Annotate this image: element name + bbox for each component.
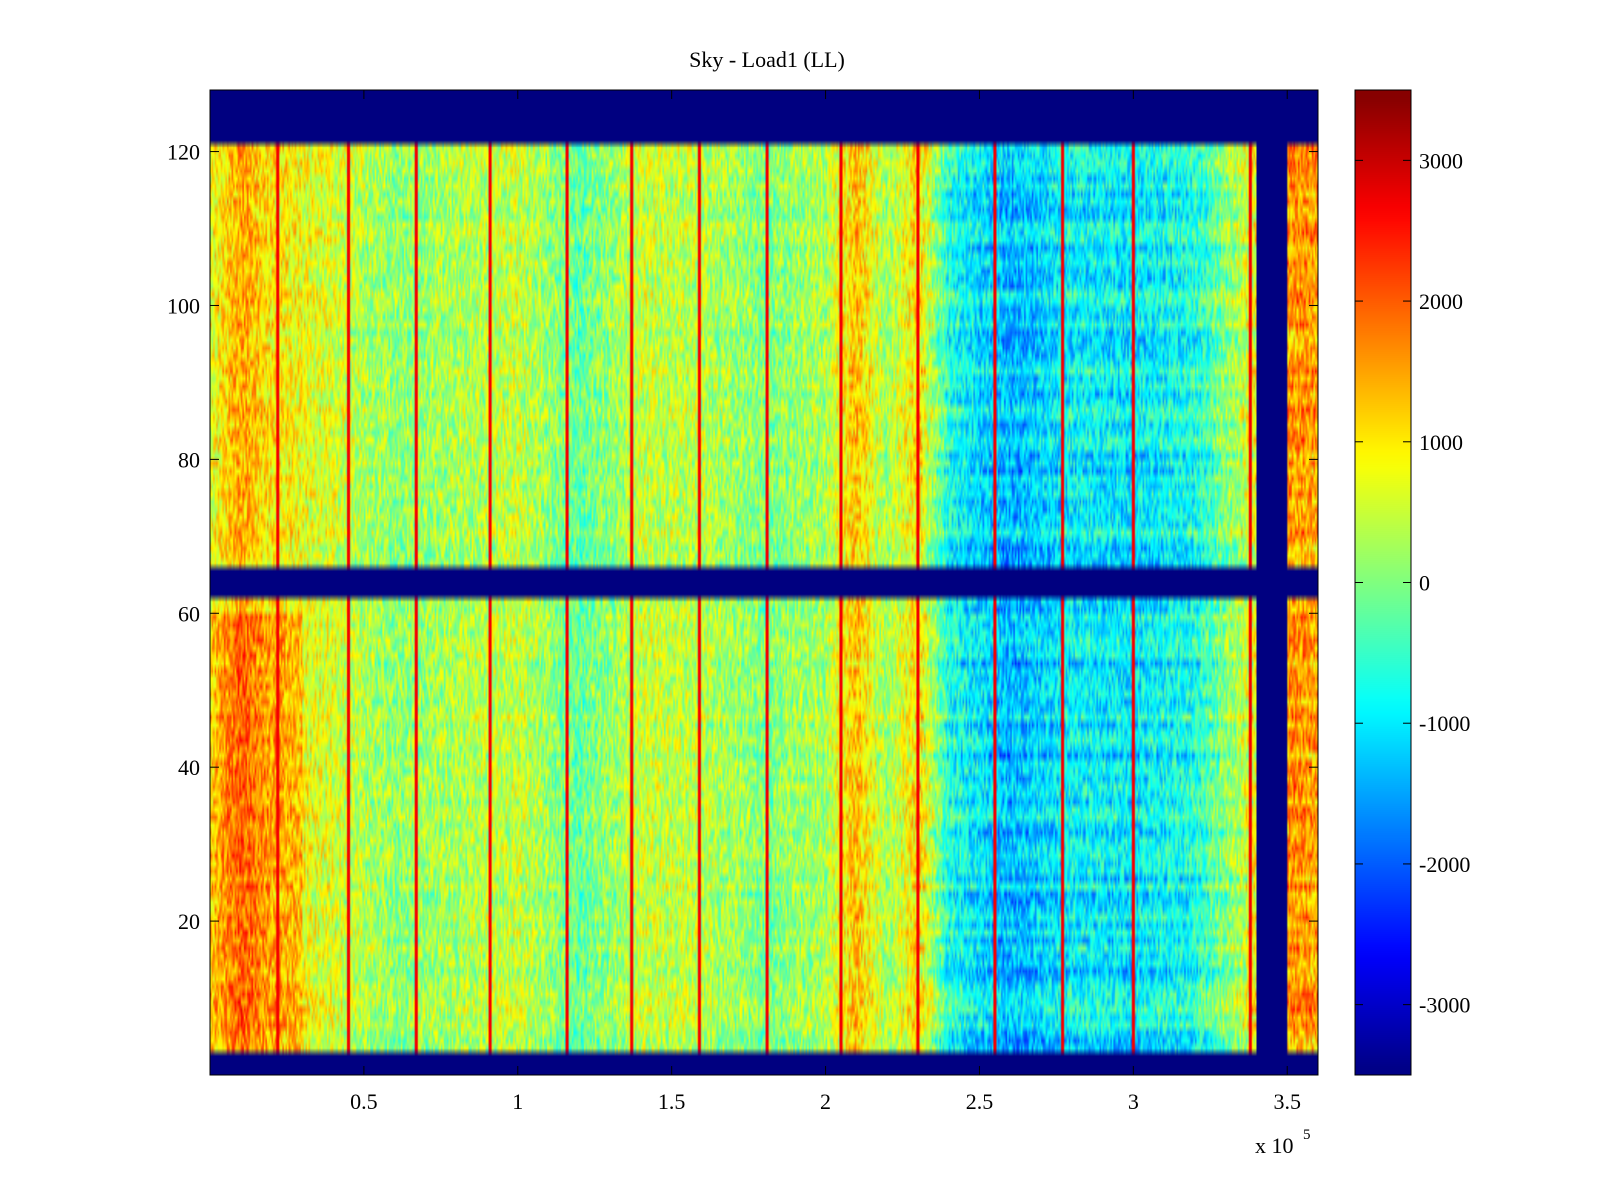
plot-area	[209, 89, 1319, 1076]
y-tick-label: 60	[178, 601, 200, 626]
x-tick-label: 1	[512, 1089, 523, 1114]
colorbar-tick-label: 3000	[1419, 148, 1463, 173]
x-tick-label: 2	[820, 1089, 831, 1114]
x-tick-label: 0.5	[350, 1089, 378, 1114]
x-axis: 0.5 1 1.5 2 2.5 3 3.5	[350, 90, 1301, 1114]
colorbar: 3000 2000 1000 0 -1000 -2000 -3000	[1354, 89, 1470, 1076]
heatmap-image	[210, 90, 1318, 1075]
colorbar-gradient	[1355, 90, 1411, 1075]
y-tick-label: 120	[167, 140, 200, 165]
colorbar-ticks: 3000 2000 1000 0 -1000 -2000 -3000	[1355, 148, 1470, 1018]
colorbar-tick-label: 0	[1419, 571, 1430, 596]
colorbar-tick-label: -2000	[1419, 852, 1470, 877]
x-tick-label: 3	[1128, 1089, 1139, 1114]
colorbar-tick-label: 2000	[1419, 289, 1463, 314]
x-exponent-power: 5	[1303, 1127, 1311, 1143]
y-tick-label: 40	[178, 755, 200, 780]
plot-frame	[209, 89, 1319, 1076]
x-exponent-label: x 10	[1255, 1133, 1294, 1158]
colorbar-tick-label: -1000	[1419, 711, 1470, 736]
y-tick-label: 80	[178, 447, 200, 472]
x-tick-label: 2.5	[966, 1089, 994, 1114]
x-tick-label: 1.5	[658, 1089, 686, 1114]
y-axis: 20 40 60 80 100 120	[167, 140, 1318, 934]
y-tick-label: 20	[178, 909, 200, 934]
x-exponent: x 10 5	[1255, 1127, 1311, 1158]
y-tick-label: 100	[167, 293, 200, 318]
colorbar-tick-label: -3000	[1419, 993, 1470, 1018]
chart-title: Sky - Load1 (LL)	[689, 47, 845, 72]
colorbar-tick-label: 1000	[1419, 430, 1463, 455]
x-tick-label: 3.5	[1273, 1089, 1301, 1114]
